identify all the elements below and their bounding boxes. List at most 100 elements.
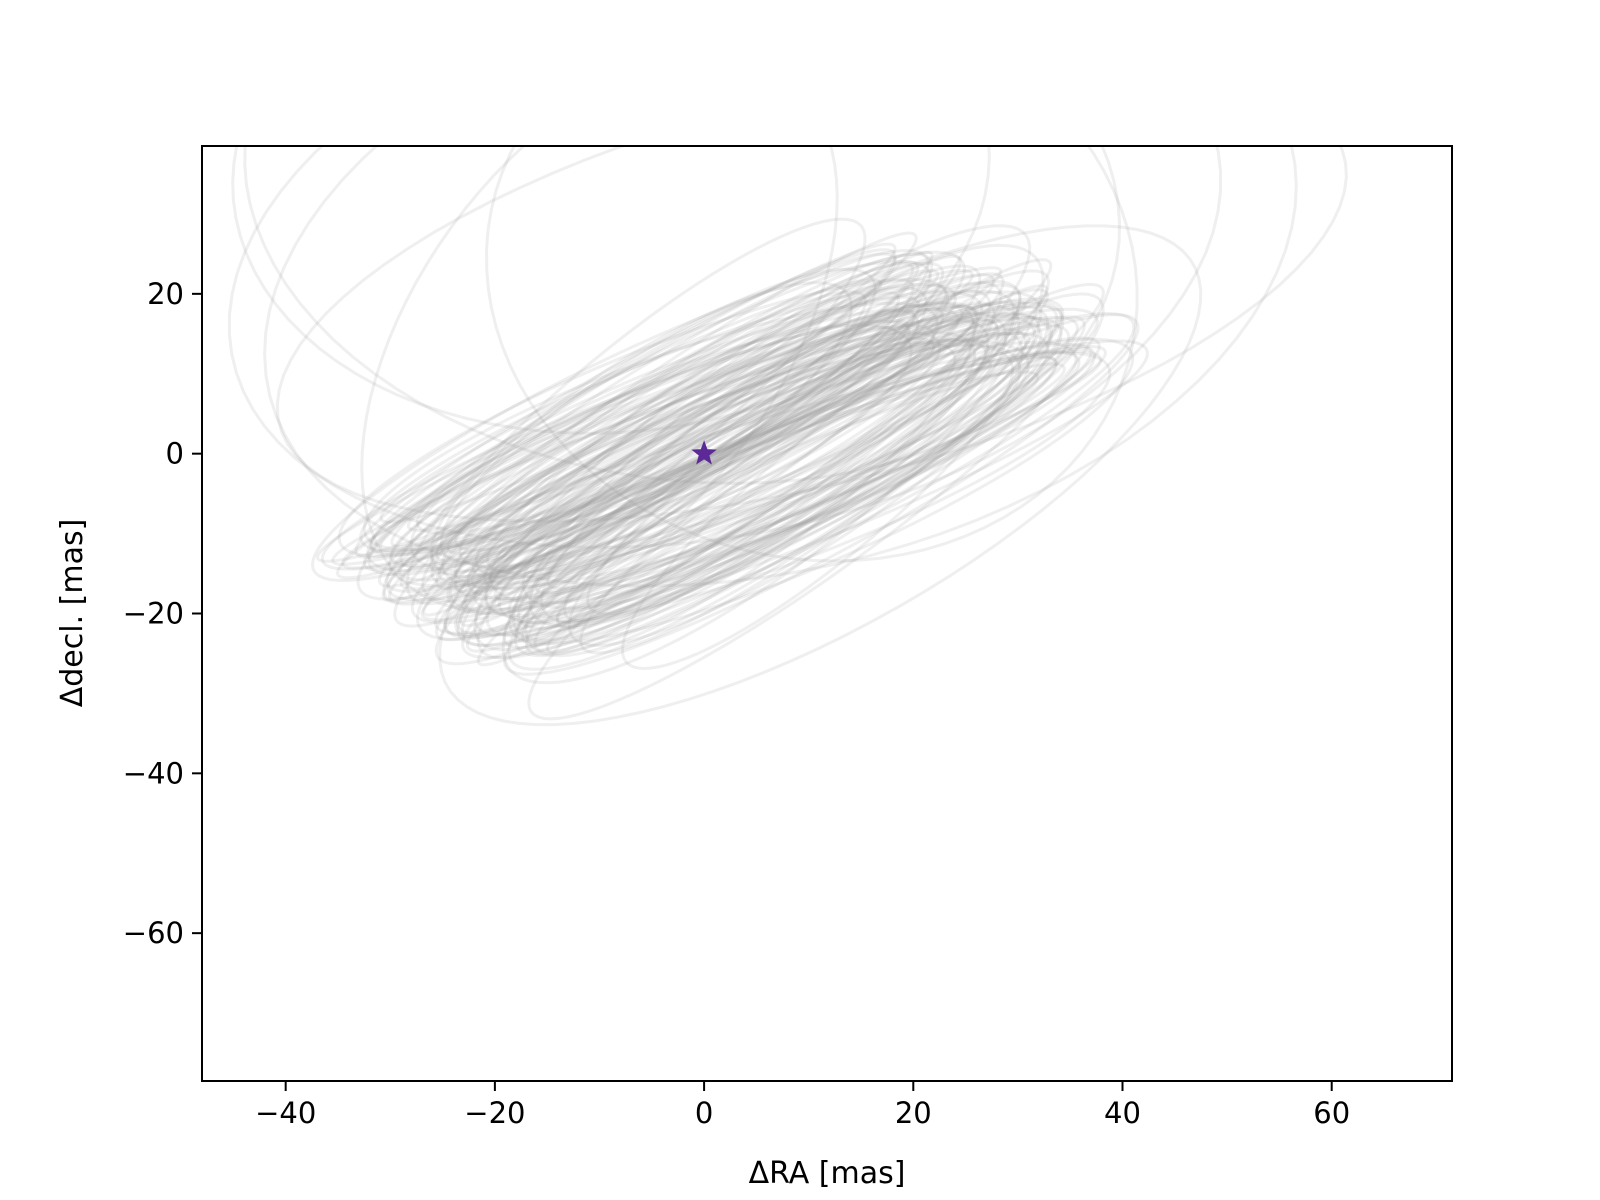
orbit-line (456, 301, 1059, 648)
orbit-line (446, 303, 1021, 616)
orbit-line (514, 258, 1053, 643)
orbit-line (476, 284, 1049, 667)
x-tick-label: −40 (255, 1096, 316, 1130)
orbit-line (620, 331, 1024, 671)
orbit-line (497, 351, 1112, 625)
orbit-line (483, 337, 991, 591)
orbit-line (356, 250, 967, 601)
orbit-line (533, 282, 1105, 654)
orbit-line (473, 342, 1097, 611)
orbit-line (513, 315, 1054, 658)
orbit-line (507, 323, 1071, 624)
orbit-line (263, 146, 1298, 588)
orbit-line (438, 224, 1203, 727)
orbit-line (227, 146, 1223, 549)
orbit-line (378, 260, 920, 588)
orbit-line (420, 344, 1108, 622)
orbit-line (360, 146, 839, 613)
orbit-line (471, 338, 973, 579)
orbit-line (485, 146, 1139, 563)
orbit-line (406, 325, 897, 532)
orbit-line (545, 346, 1093, 655)
orbit-line (465, 288, 1049, 653)
orbit-line (429, 281, 853, 579)
orbit-line (331, 299, 1027, 566)
orbit-line (453, 303, 945, 585)
orbit-line (567, 300, 1065, 647)
orbit-line (586, 317, 1000, 616)
orbit-line (453, 281, 1003, 639)
y-tick-label: 0 (166, 437, 184, 471)
y-tick-label: 20 (147, 277, 184, 311)
orbit-line (399, 304, 978, 570)
y-tick-label: −40 (123, 756, 184, 790)
orbit-line (434, 278, 915, 591)
x-tick-label: 40 (1104, 1096, 1141, 1130)
orbit-line (369, 305, 981, 555)
orbit-line (443, 336, 1101, 637)
x-tick-label: 20 (895, 1096, 932, 1130)
orbit-line (421, 301, 979, 603)
orbit-line (563, 301, 996, 623)
orbit-line (405, 217, 867, 606)
plot-background (202, 146, 1452, 1081)
orbit-line (527, 292, 1105, 721)
orbit-line (446, 318, 910, 555)
orbit-line (382, 248, 930, 606)
orbit-line (415, 319, 911, 535)
orbit-line (378, 269, 940, 552)
orbit-line (470, 291, 901, 590)
x-tick-label: 60 (1313, 1096, 1350, 1130)
orbit-line (476, 279, 1022, 660)
x-tick-label: −20 (464, 1096, 525, 1130)
orbit-line (466, 340, 1078, 601)
y-axis-ticks: 20 0 −20 −40 −60 (123, 277, 202, 950)
orbit-line (463, 350, 1081, 615)
orbit-line (520, 315, 1086, 647)
orbit-line (540, 318, 990, 625)
host-star-layer (691, 440, 717, 465)
orbit-line (335, 268, 974, 580)
orbit-line (415, 290, 1043, 641)
orbit-line (502, 269, 1051, 650)
orbit-line (455, 339, 1149, 637)
orbit-line (474, 312, 1041, 637)
orbit-line (369, 302, 964, 557)
orbit-line (422, 250, 934, 617)
orbit-line (443, 264, 982, 639)
x-axis-ticks: −40 −20 0 20 40 60 (255, 1081, 1350, 1130)
orbit-line (409, 323, 913, 573)
orbit-line (453, 314, 1037, 601)
orbit-line (393, 252, 934, 628)
orbit-line (310, 259, 932, 582)
orbit-line (511, 289, 1016, 642)
orbit-line (502, 313, 1140, 676)
orbit-line (434, 272, 1005, 642)
orbit-line (546, 355, 1059, 590)
orbit-line (315, 266, 1003, 563)
orbit-line (493, 356, 993, 603)
orbit-line (387, 273, 996, 604)
orbit-line (433, 315, 1079, 635)
orbit-line (439, 267, 877, 565)
orbit-line (434, 283, 1022, 666)
orbit-line (458, 254, 962, 628)
orbit-line (484, 331, 977, 620)
orbit-line (528, 311, 1008, 628)
orbit-line (460, 311, 1136, 660)
orbit-line (454, 336, 936, 552)
orbit-line (508, 337, 1135, 645)
orbit-line (386, 307, 1099, 602)
orbit-line (430, 290, 868, 566)
orbit-line (410, 297, 1065, 625)
orbit-line (555, 320, 979, 624)
orbit-line (461, 308, 916, 614)
orbit-line (341, 315, 976, 570)
host-star-marker (691, 440, 717, 465)
orbit-line (437, 284, 948, 584)
orbit-line (381, 231, 918, 603)
orbit-line (362, 248, 897, 572)
orbit-line (430, 261, 945, 585)
orbit-line (275, 146, 1348, 523)
